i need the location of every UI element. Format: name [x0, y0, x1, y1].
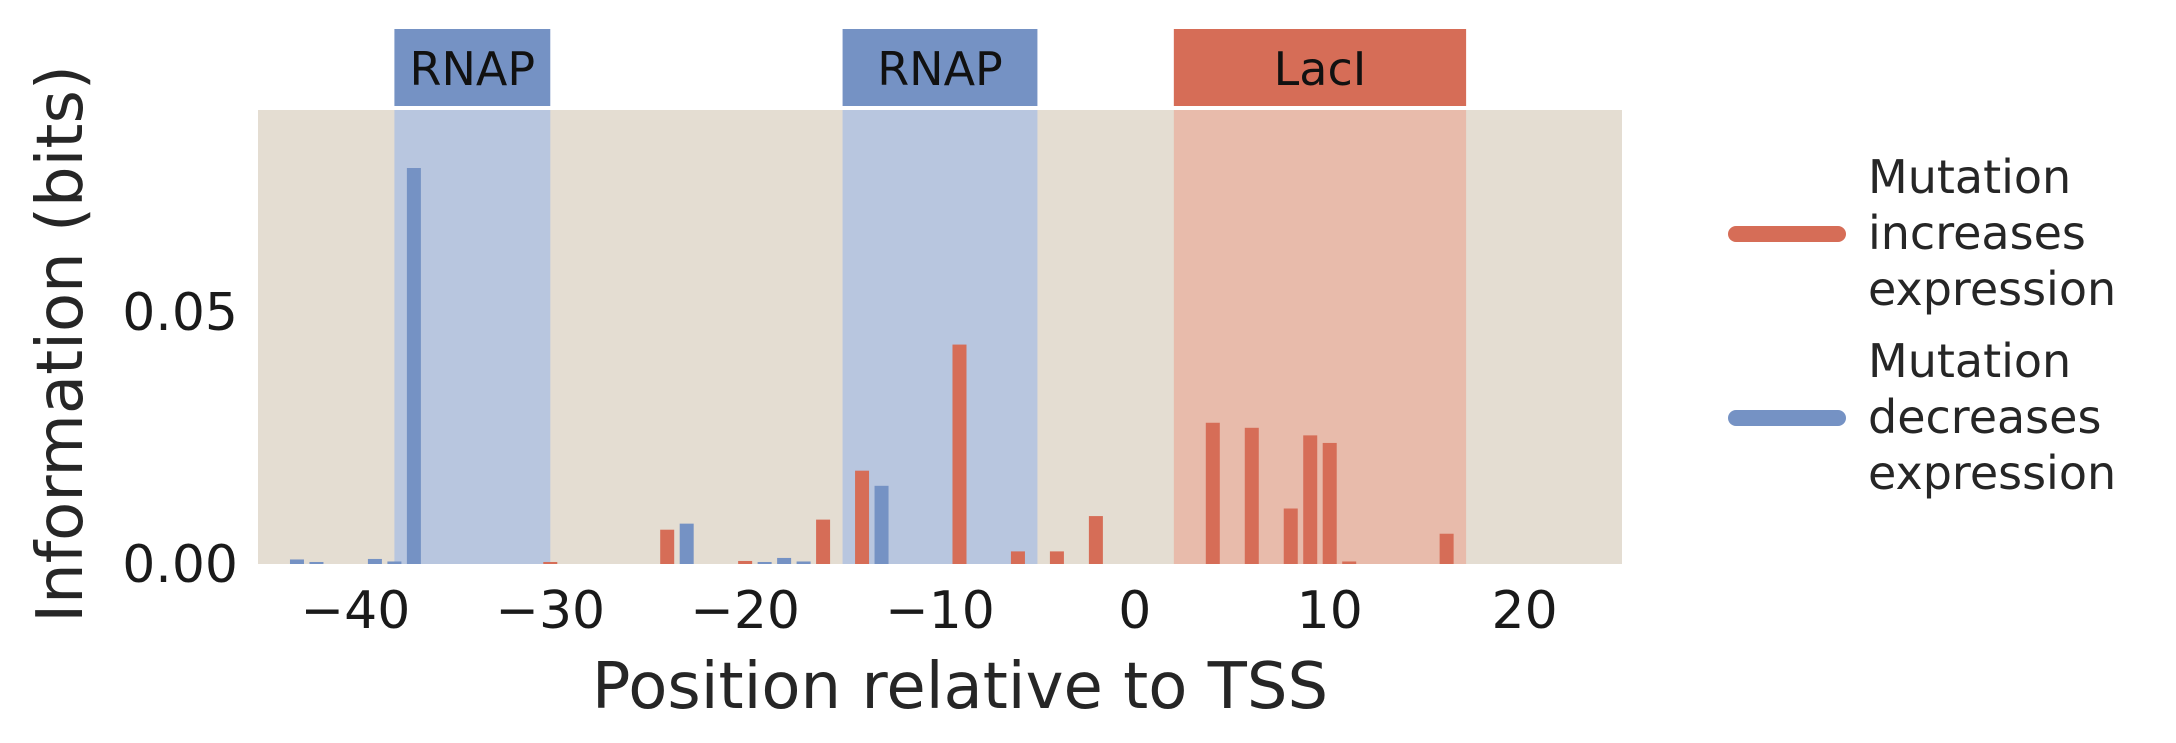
bar-increase: [660, 529, 675, 564]
region-header: [842, 29, 1038, 106]
bar-decrease: [387, 561, 402, 564]
x-tick-label: −20: [690, 581, 800, 641]
region-shades: [394, 110, 1467, 564]
legend-label: increases: [1868, 206, 2086, 260]
bar-increase: [855, 470, 870, 564]
x-tick-label: −40: [301, 581, 411, 641]
region-label: RNAP: [410, 42, 536, 96]
legend-label: decreases: [1868, 390, 2101, 444]
bar-decrease: [309, 561, 324, 564]
y-axis-ticks: 0.00 0.05: [122, 283, 238, 595]
region-header: [1173, 29, 1467, 106]
x-tick-label: 10: [1297, 581, 1363, 641]
legend-label: expression: [1868, 446, 2116, 500]
bar-increase: [738, 560, 753, 564]
x-tick-label: −10: [885, 581, 995, 641]
bar-increase: [543, 561, 558, 564]
bars: [289, 168, 1454, 564]
region-label: RNAP: [877, 42, 1003, 96]
bar-decrease: [367, 558, 382, 564]
x-tick-label: 0: [1118, 581, 1151, 641]
bar-increase: [1283, 508, 1298, 564]
bar-increase: [1205, 422, 1220, 564]
bar-decrease: [679, 523, 694, 564]
bar-increase: [816, 519, 831, 564]
bar-increase: [1303, 435, 1318, 564]
x-tick-label: 20: [1491, 581, 1557, 641]
legend: MutationincreasesexpressionMutationdecre…: [1728, 150, 2116, 500]
bar-decrease: [289, 559, 304, 564]
bar-decrease: [796, 561, 811, 564]
y-tick-label: 0.05: [122, 283, 238, 343]
region-label: LacI: [1274, 42, 1367, 96]
bar-increase: [1244, 427, 1259, 564]
x-axis-label: Position relative to TSS: [592, 650, 1328, 724]
region-header: [394, 29, 551, 106]
bar-increase: [1010, 551, 1025, 564]
bar-increase: [952, 344, 967, 564]
legend-label: Mutation: [1868, 150, 2071, 204]
y-tick-label: 0.00: [122, 535, 238, 595]
bar-increase: [1322, 442, 1337, 564]
x-axis-ticks: −40 −30 −20 −10 0 10 20: [301, 581, 1558, 641]
bar-increase: [1342, 561, 1357, 564]
bar-decrease: [874, 485, 889, 564]
region-shade: [1173, 110, 1467, 564]
x-tick-label: −30: [495, 581, 605, 641]
bar-decrease: [406, 168, 421, 564]
y-axis-label: Information (bits): [24, 65, 98, 623]
bar-decrease: [757, 561, 772, 564]
region-headers: RNAP RNAP LacI: [394, 29, 1467, 106]
bar-increase: [1049, 551, 1064, 564]
legend-label: expression: [1868, 262, 2116, 316]
region-shade: [842, 110, 1038, 564]
legend-label: Mutation: [1868, 334, 2071, 388]
bar-decrease: [777, 557, 792, 564]
bar-increase: [1088, 516, 1103, 564]
bar-increase: [1439, 533, 1454, 564]
